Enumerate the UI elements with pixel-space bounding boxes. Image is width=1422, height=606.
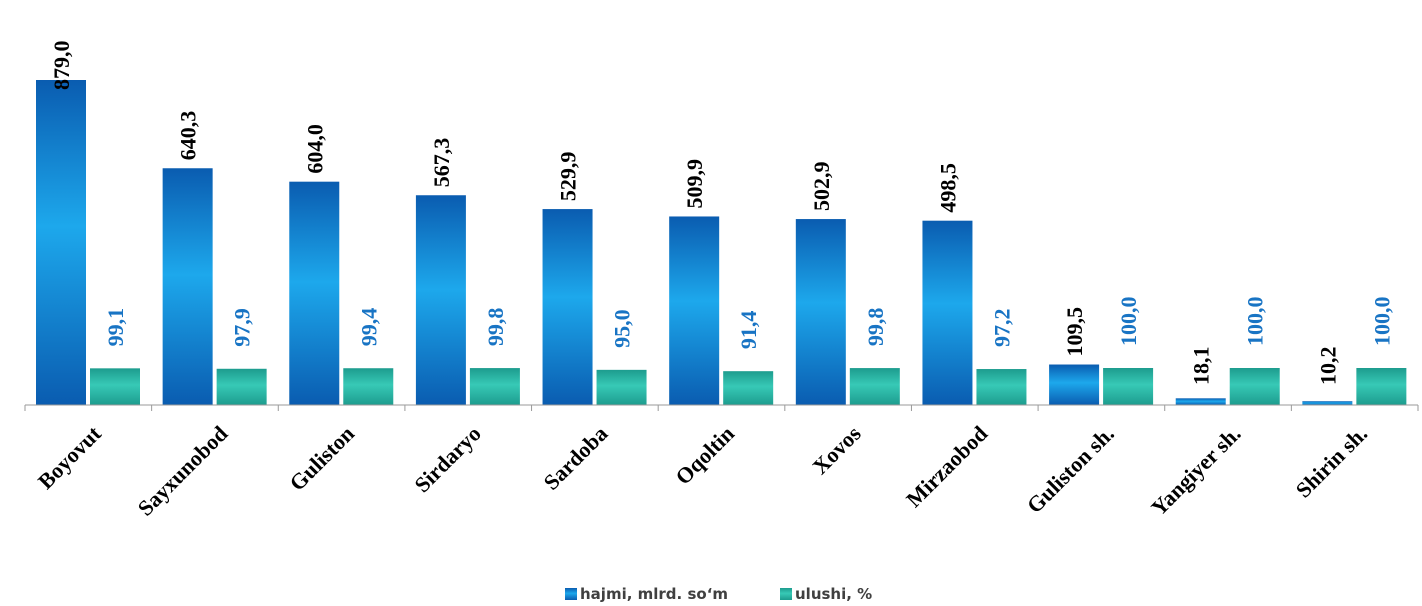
value-label-ulushi-5: 91,4 — [736, 311, 761, 350]
bar-ulushi-0 — [90, 368, 140, 405]
value-label-ulushi-8: 100,0 — [1116, 297, 1141, 347]
bar-ulushi-7 — [976, 369, 1027, 405]
value-label-hajmi-8: 109,5 — [1062, 307, 1087, 357]
legend-swatch-ulushi — [780, 588, 792, 600]
bar-hajmi-1 — [162, 168, 213, 405]
category-label-1: Sayxunobod — [133, 421, 233, 521]
bar-ulushi-9 — [1229, 368, 1280, 405]
category-label-6: Xovos — [807, 421, 866, 480]
legend-swatch-hajmi — [565, 588, 577, 600]
value-label-ulushi-9: 100,0 — [1243, 297, 1268, 347]
bar-ulushi-1 — [216, 368, 267, 405]
value-label-hajmi-7: 498,5 — [935, 163, 960, 213]
bar-ulushi-4 — [596, 369, 647, 405]
category-label-5: Oqoltin — [670, 421, 739, 490]
bar-hajmi-4 — [542, 209, 593, 405]
bar-hajmi-5 — [669, 216, 720, 405]
bar-hajmi-8 — [1049, 364, 1100, 405]
category-label-7: Mirzaobod — [901, 421, 992, 512]
value-label-ulushi-10: 100,0 — [1369, 297, 1394, 347]
value-label-hajmi-3: 567,3 — [429, 138, 454, 188]
category-label-3: Sirdaryo — [409, 421, 485, 497]
category-label-8: Guliston sh. — [1022, 421, 1119, 518]
category-label-0: Boyovut — [33, 420, 106, 493]
bar-ulushi-2 — [343, 368, 394, 405]
value-label-ulushi-3: 99,8 — [483, 308, 508, 347]
bar-hajmi-10 — [1302, 401, 1353, 405]
category-label-9: Yangiyer sh. — [1146, 421, 1246, 521]
bar-hajmi-0 — [36, 80, 86, 405]
bar-ulushi-6 — [849, 368, 900, 405]
bar-hajmi-3 — [415, 195, 466, 405]
category-label-2: Guliston — [284, 421, 359, 496]
x-axis-ticks — [24, 405, 1419, 411]
bar-hajmi-6 — [795, 219, 846, 405]
value-label-hajmi-9: 18,1 — [1189, 347, 1214, 386]
value-label-hajmi-5: 509,9 — [682, 159, 707, 209]
value-label-hajmi-1: 640,3 — [176, 111, 201, 161]
bars-layer — [36, 80, 1407, 405]
legend-label-hajmi: hajmi, mlrd. so‘m — [580, 585, 728, 603]
value-labels-layer: 879,0 99,1 640,3 97,9 604,0 99,4 567,3 99,8 529,… — [49, 41, 1394, 386]
value-label-ulushi-4: 95,0 — [610, 309, 635, 348]
legend: hajmi, mlrd. so‘m ulushi, % — [565, 585, 872, 603]
bar-ulushi-8 — [1103, 368, 1154, 405]
bar-ulushi-3 — [469, 368, 520, 405]
bar-hajmi-7 — [922, 220, 973, 405]
bar-ulushi-10 — [1356, 368, 1407, 405]
bar-ulushi-5 — [723, 371, 774, 405]
value-label-ulushi-0: 99,1 — [103, 308, 128, 347]
bar-hajmi-9 — [1175, 398, 1226, 405]
value-label-hajmi-0: 879,0 — [49, 41, 74, 91]
value-label-hajmi-6: 502,9 — [809, 162, 834, 212]
value-label-ulushi-6: 99,8 — [863, 308, 888, 347]
value-label-hajmi-2: 604,0 — [302, 124, 327, 174]
category-labels: Boyovut Sayxunobod Guliston Sirdaryo Sardoba… — [33, 420, 1372, 520]
legend-label-ulushi: ulushi, % — [795, 585, 872, 603]
value-label-hajmi-4: 529,9 — [556, 152, 581, 202]
value-label-ulushi-2: 99,4 — [356, 308, 381, 347]
category-label-4: Sardoba — [539, 421, 613, 495]
value-label-ulushi-7: 97,2 — [989, 309, 1014, 348]
value-label-hajmi-10: 10,2 — [1315, 347, 1340, 386]
value-label-ulushi-1: 97,9 — [230, 308, 255, 347]
bar-hajmi-2 — [289, 181, 340, 405]
category-label-10: Shirin sh. — [1291, 421, 1373, 503]
